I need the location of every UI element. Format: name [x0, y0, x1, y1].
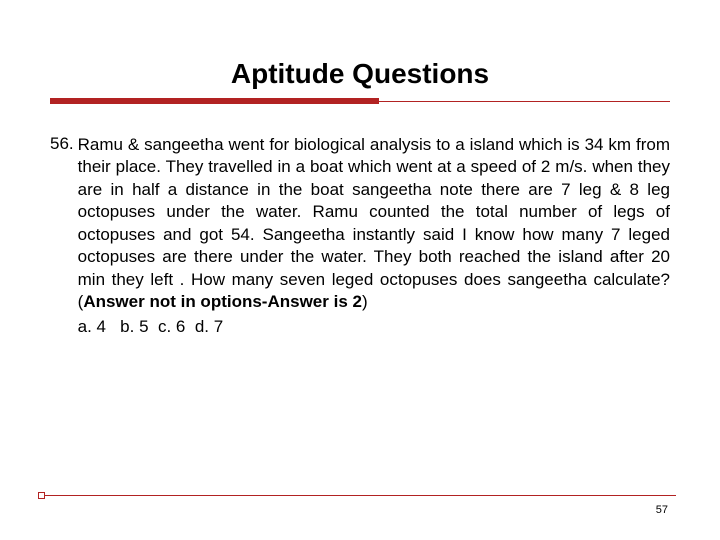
underline-thick [50, 98, 379, 104]
slide-title: Aptitude Questions [50, 58, 670, 90]
title-underline [50, 98, 670, 106]
option-c: c. 6 [158, 317, 185, 336]
footer-square-icon [38, 492, 45, 499]
answer-note: Answer not in options-Answer is 2 [83, 292, 362, 311]
question-text: Ramu & sangeetha went for biological ana… [74, 134, 670, 338]
options-row: a. 4 b. 5 c. 6 d. 7 [78, 316, 670, 338]
option-d: d. 7 [195, 317, 223, 336]
slide-container: Aptitude Questions 56. Ramu & sangeetha … [0, 0, 720, 540]
option-b: b. 5 [120, 317, 148, 336]
footer-line [44, 495, 676, 496]
close-paren: ) [362, 292, 368, 311]
page-number: 57 [656, 504, 668, 516]
question-block: 56. Ramu & sangeetha went for biological… [50, 134, 670, 338]
underline-thin [379, 101, 670, 102]
question-body: Ramu & sangeetha went for biological ana… [78, 135, 670, 311]
option-a: a. 4 [78, 317, 106, 336]
question-number: 56. [50, 134, 74, 154]
